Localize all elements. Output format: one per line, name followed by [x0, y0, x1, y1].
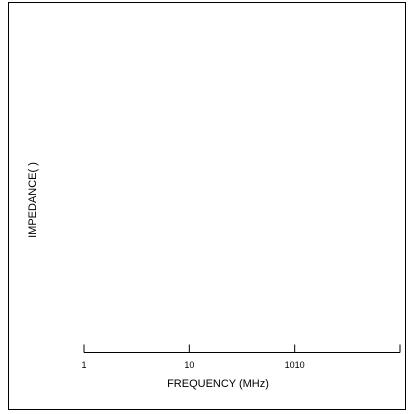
x-tick-label: 1010 [285, 360, 305, 370]
x-tick-label: 10 [184, 360, 194, 370]
x-tick-label: 1 [81, 360, 86, 370]
y-axis-label: IMPEDANCE( ) [27, 162, 39, 238]
x-axis-label: FREQUENCY (MHz) [167, 378, 269, 390]
frame [8, 2, 406, 410]
